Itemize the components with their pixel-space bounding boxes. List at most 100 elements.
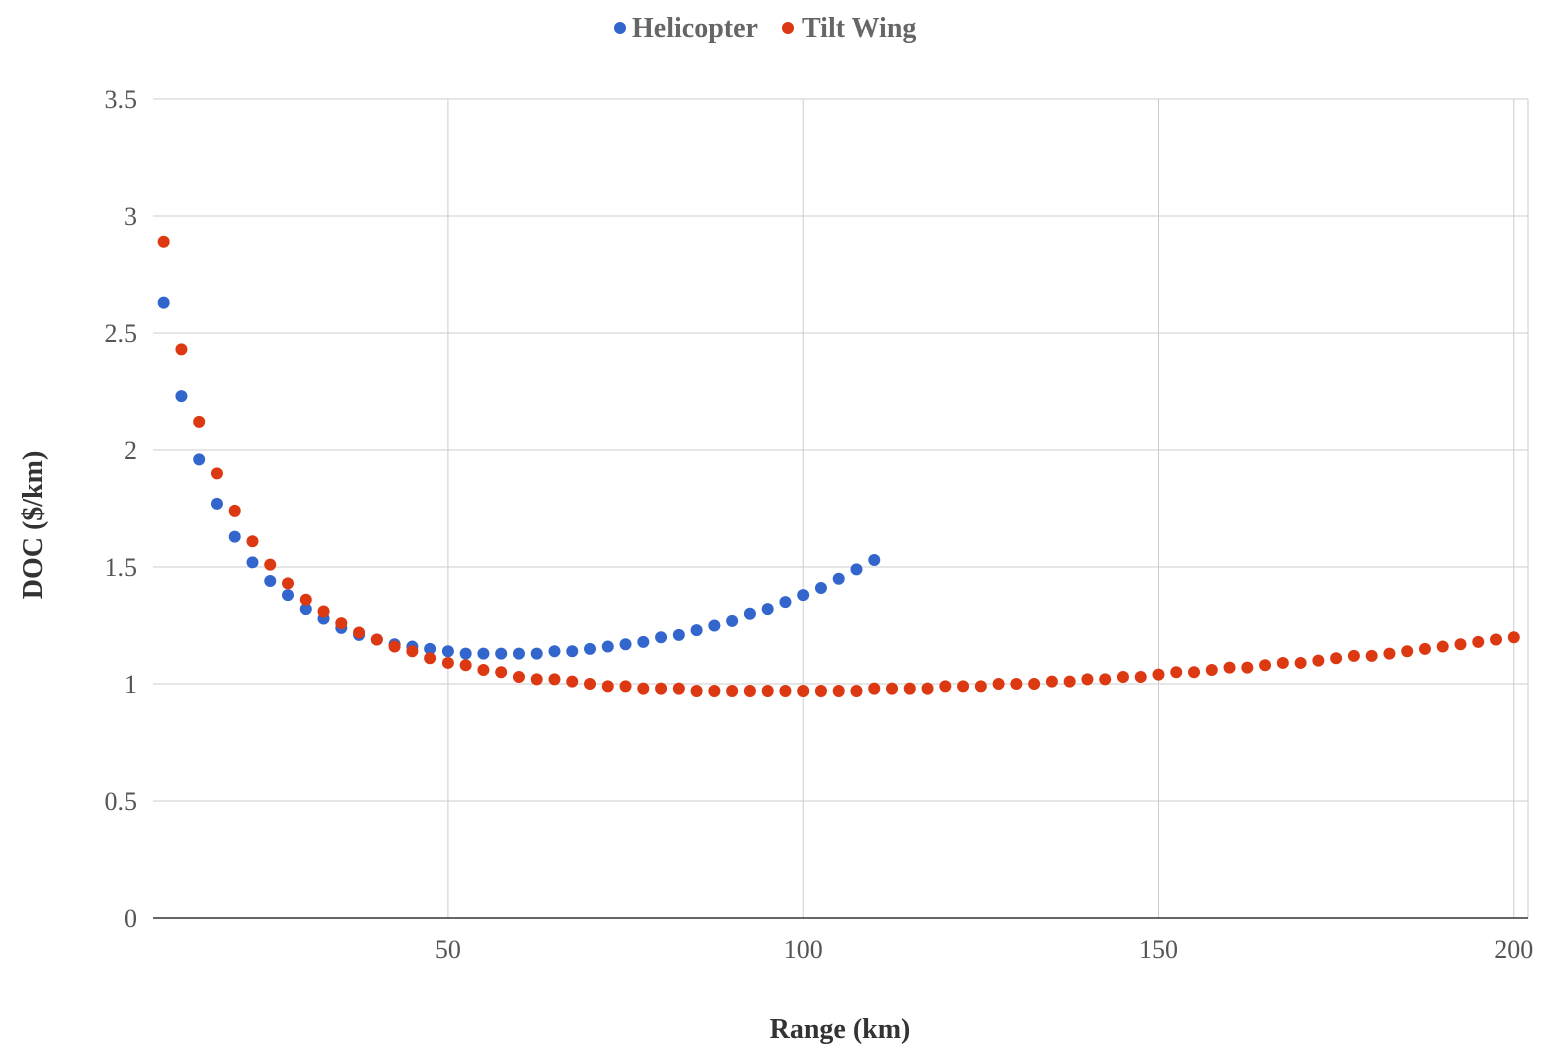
x-tick-label: 200 (1494, 935, 1533, 964)
point-tilt-wing (424, 652, 437, 665)
point-tilt-wing (921, 682, 934, 695)
point-tilt-wing (619, 680, 632, 693)
point-tilt-wing (1134, 670, 1147, 683)
y-tick-label: 0 (124, 904, 137, 933)
point-tilt-wing (939, 680, 952, 693)
point-tilt-wing (637, 682, 650, 695)
point-helicopter (566, 645, 579, 658)
point-helicopter (228, 530, 241, 543)
point-helicopter (264, 575, 277, 588)
y-axis-title: DOC ($/km) (18, 451, 49, 600)
point-tilt-wing (175, 343, 188, 356)
y-tick-label: 1 (124, 670, 137, 699)
point-helicopter (530, 647, 543, 660)
y-tick-label: 3.5 (105, 85, 138, 114)
point-tilt-wing (957, 680, 970, 693)
point-tilt-wing (761, 685, 774, 698)
point-helicopter (299, 603, 312, 616)
point-tilt-wing (1472, 635, 1485, 648)
point-tilt-wing (708, 685, 721, 698)
point-helicopter (832, 572, 845, 585)
point-helicopter (868, 553, 881, 566)
point-helicopter (175, 390, 188, 403)
point-tilt-wing (1330, 652, 1343, 665)
point-tilt-wing (974, 680, 987, 693)
point-tilt-wing (868, 682, 881, 695)
point-tilt-wing (566, 675, 579, 688)
point-tilt-wing (530, 673, 543, 686)
point-tilt-wing (1188, 666, 1201, 679)
point-helicopter (548, 645, 561, 658)
point-tilt-wing (1365, 649, 1378, 662)
point-tilt-wing (1045, 675, 1058, 688)
legend-marker-helicopter (614, 22, 626, 34)
legend[interactable]: Helicopter Tilt Wing (614, 13, 916, 44)
point-tilt-wing (1028, 678, 1041, 690)
point-tilt-wing (655, 682, 668, 695)
point-tilt-wing (1259, 659, 1272, 672)
point-helicopter (672, 628, 685, 641)
point-helicopter (441, 645, 454, 658)
point-tilt-wing (1490, 633, 1503, 646)
point-tilt-wing (814, 685, 827, 698)
point-tilt-wing (690, 685, 703, 698)
point-tilt-wing (299, 593, 312, 606)
point-helicopter (655, 631, 668, 644)
point-helicopter (690, 624, 703, 637)
point-tilt-wing (264, 558, 277, 571)
legend-marker-tilt-wing (782, 22, 794, 34)
point-tilt-wing (317, 605, 330, 618)
point-helicopter (779, 596, 792, 609)
point-tilt-wing (388, 640, 401, 653)
y-tick-label: 2.5 (105, 319, 138, 348)
point-tilt-wing (601, 680, 614, 693)
point-tilt-wing (1383, 647, 1396, 660)
x-tick-label: 50 (435, 935, 461, 964)
x-axis-title: Range (km) (770, 1014, 911, 1045)
point-helicopter (708, 619, 721, 632)
point-tilt-wing (850, 685, 863, 698)
point-helicopter (246, 556, 259, 569)
y-tick-labels: 0 0.5 1 1.5 2 2.5 3 3.5 (105, 85, 138, 933)
point-tilt-wing (353, 626, 366, 639)
point-helicopter (743, 607, 756, 620)
point-tilt-wing (832, 685, 845, 698)
point-tilt-wing (441, 656, 454, 669)
point-helicopter (210, 497, 223, 510)
point-helicopter (814, 582, 827, 595)
point-tilt-wing (1010, 678, 1023, 690)
point-helicopter (619, 638, 632, 651)
point-helicopter (424, 642, 437, 655)
point-helicopter (601, 640, 614, 653)
point-helicopter (584, 642, 597, 655)
point-tilt-wing (1436, 640, 1449, 653)
point-tilt-wing (548, 673, 561, 686)
point-helicopter (495, 647, 508, 660)
point-tilt-wing (1116, 670, 1129, 683)
point-tilt-wing (1312, 654, 1325, 667)
point-tilt-wing (1099, 673, 1112, 686)
point-tilt-wing (1241, 661, 1254, 674)
point-tilt-wing (1401, 645, 1414, 658)
point-tilt-wing (1081, 673, 1094, 686)
x-tick-label: 150 (1139, 935, 1178, 964)
point-tilt-wing (495, 666, 508, 679)
point-helicopter (637, 635, 650, 648)
point-tilt-wing (210, 467, 223, 480)
point-tilt-wing (512, 670, 525, 683)
point-tilt-wing (1454, 638, 1467, 651)
point-tilt-wing (1152, 668, 1165, 681)
point-helicopter (157, 296, 170, 309)
point-helicopter (761, 603, 774, 616)
point-helicopter (512, 647, 525, 660)
point-tilt-wing (335, 617, 348, 630)
point-tilt-wing (1063, 675, 1076, 688)
point-tilt-wing (992, 678, 1005, 690)
point-tilt-wing (1276, 656, 1289, 669)
point-tilt-wing (672, 682, 685, 695)
point-tilt-wing (477, 663, 490, 676)
x-tick-labels: 50 100 150 200 (435, 935, 1533, 964)
point-tilt-wing (886, 682, 899, 695)
point-helicopter (459, 647, 472, 660)
